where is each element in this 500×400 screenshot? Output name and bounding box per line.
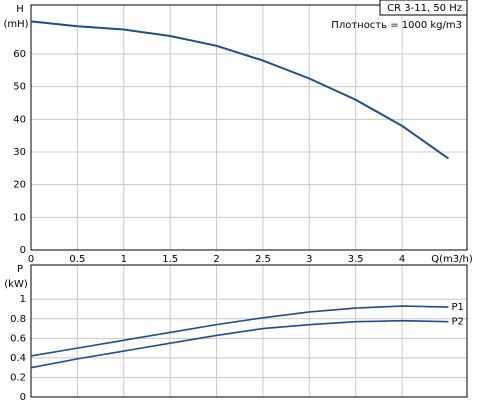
y-tick-label: 0 — [20, 392, 26, 400]
y-tick-label: 0.4 — [10, 353, 26, 364]
y-tick-label: 0.8 — [10, 314, 26, 325]
x-tick-label: 0.5 — [69, 254, 85, 265]
plot-frame — [30, 264, 468, 398]
x-tick-label: 2 — [213, 254, 219, 265]
y-tick-label: 0.6 — [10, 333, 26, 344]
y-axis-label: P — [17, 264, 23, 275]
p-curve — [30, 319, 449, 369]
y-tick-label: 1 — [20, 294, 26, 305]
annotation: Плотность = 1000 kg/m3 — [331, 20, 462, 31]
y-axis-label: (mH) — [3, 19, 28, 30]
series-label: P1 — [451, 302, 463, 313]
x-axis-label: Q(m3/h) — [431, 254, 473, 265]
x-tick-label: 0 — [28, 254, 34, 265]
y-tick-label: 30 — [13, 147, 26, 158]
h-curve — [30, 20, 450, 160]
y-tick-label: 10 — [13, 212, 26, 223]
p-curve — [30, 305, 449, 357]
y-tick-label: 40 — [13, 114, 26, 125]
plot-frame — [30, 4, 468, 251]
y-tick-label: 0.2 — [10, 372, 26, 383]
series-label: P2 — [451, 317, 463, 328]
y-tick-label: 0 — [20, 245, 26, 256]
annotation-box — [379, 0, 468, 16]
x-tick-label: 4 — [399, 254, 405, 265]
y-axis-label: H — [16, 4, 24, 15]
y-tick-label: 60 — [13, 49, 26, 60]
x-tick-label: 1.5 — [162, 254, 178, 265]
x-tick-label: 1 — [121, 254, 127, 265]
x-tick-label: 3 — [306, 254, 312, 265]
x-tick-label: 2.5 — [255, 254, 271, 265]
annotation: CR 3-11, 50 Hz — [387, 3, 462, 14]
y-tick-label: 20 — [13, 180, 26, 191]
x-tick-label: 3.5 — [348, 254, 364, 265]
y-tick-label: 50 — [13, 82, 26, 93]
y-axis-label: (kW) — [4, 279, 28, 290]
